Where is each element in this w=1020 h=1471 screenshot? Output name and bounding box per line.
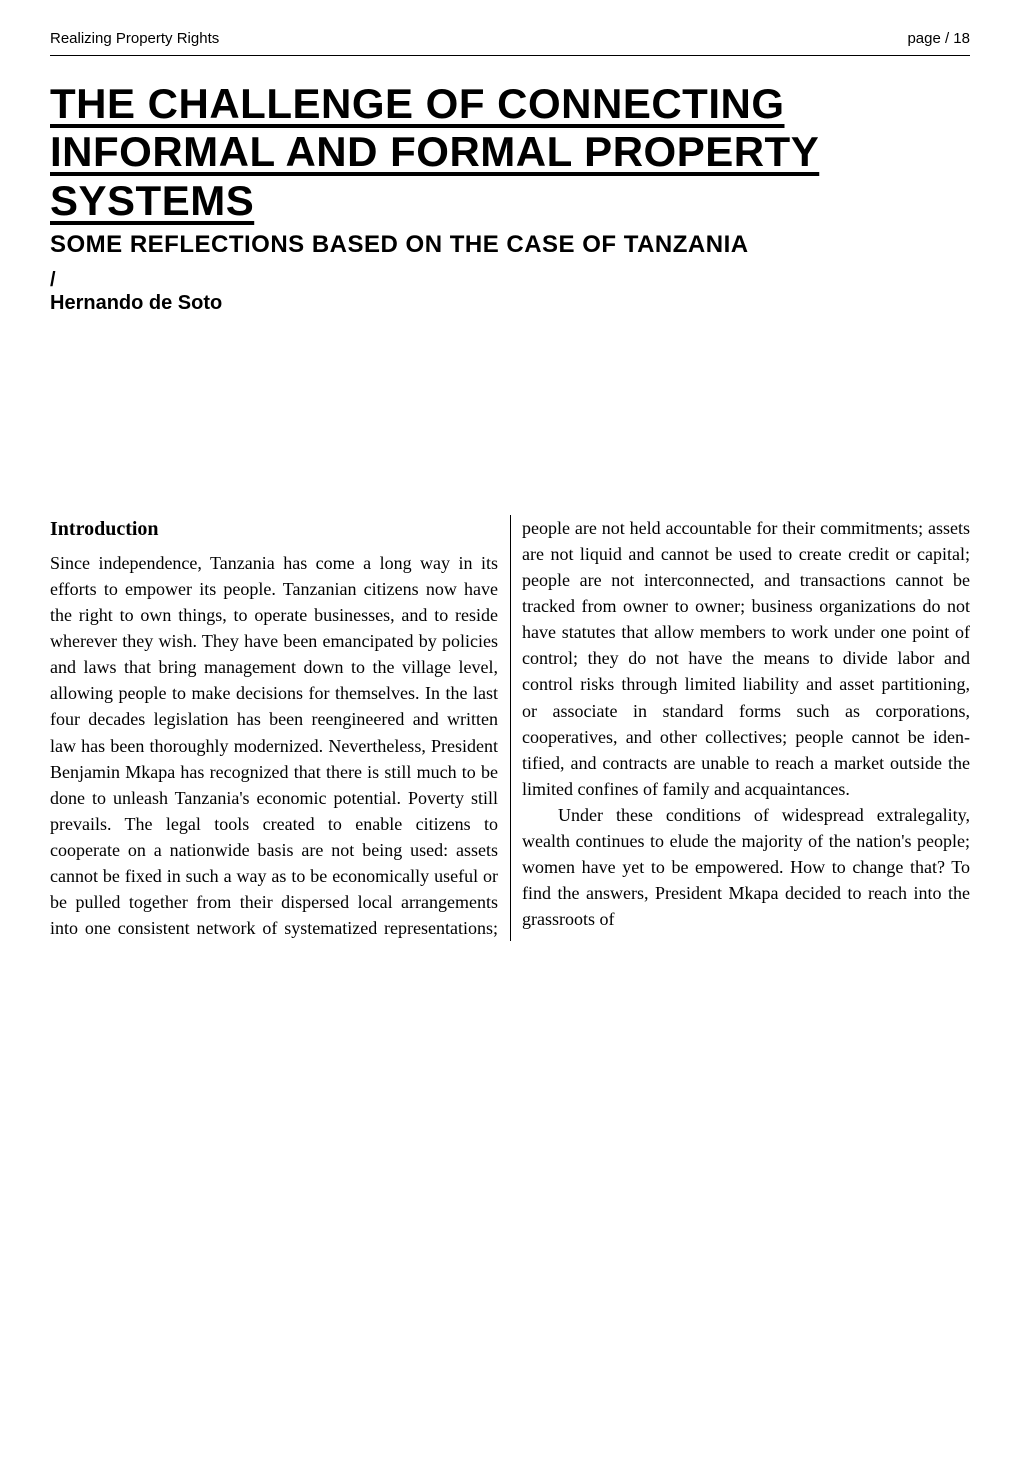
author-name: Hernando de Soto (50, 292, 970, 315)
header-left: Realizing Property Rights (50, 30, 219, 47)
section-heading: Introduction (50, 515, 498, 544)
content-area: Introduction Since independence, Tanzani… (50, 515, 970, 941)
article-title: THE CHALLENGE OF CONNECTING INFORMAL AND… (50, 80, 970, 225)
body-columns: Introduction Since independence, Tanzani… (50, 515, 970, 941)
running-header: Realizing Property Rights page / 18 (50, 30, 970, 56)
header-right: page / 18 (907, 30, 970, 47)
author-slash: / (50, 269, 970, 292)
paragraph-2: Under these conditions of widespread ext… (522, 802, 970, 932)
article-subtitle: SOME REFLECTIONS BASED ON THE CASE OF TA… (50, 231, 970, 259)
